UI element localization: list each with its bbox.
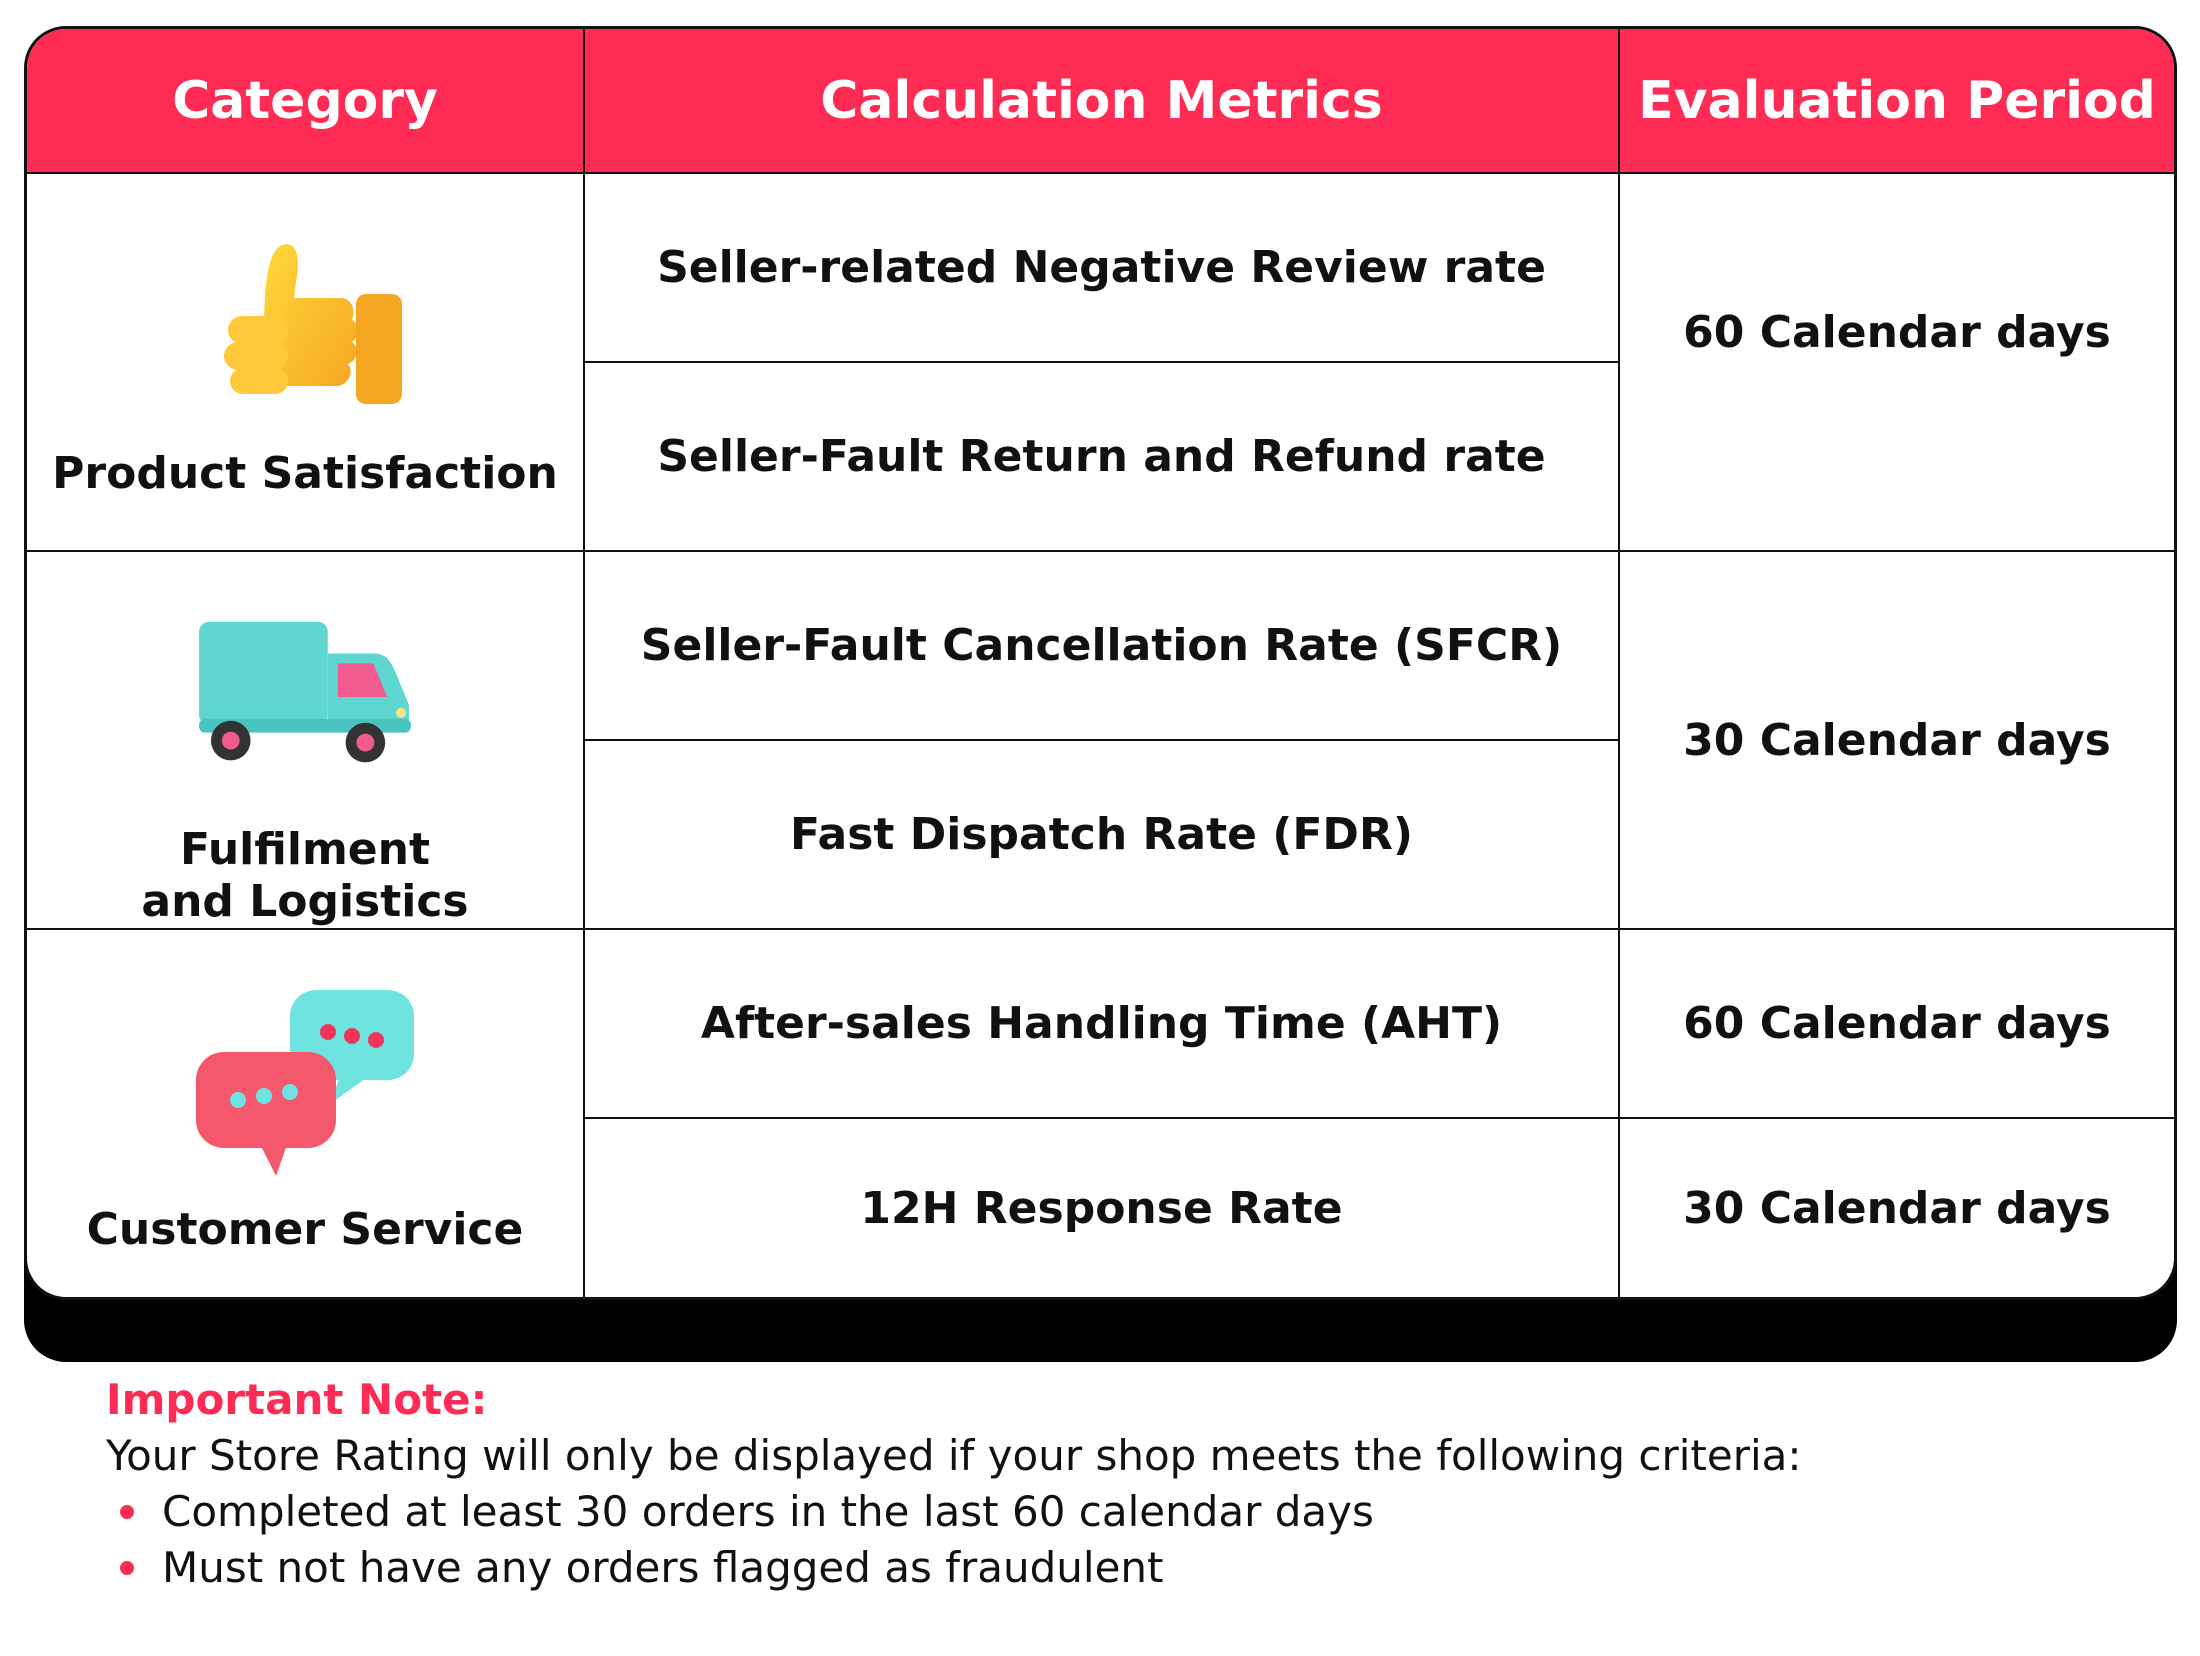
period-cell: 60 Calendar days [1620,930,2174,1119]
metrics-table: Category Calculation Metrics Evaluation … [24,26,2177,1362]
category-label: Product Satisfaction [52,448,558,499]
table-card: Category Calculation Metrics Evaluation … [24,26,2177,1300]
bullet-icon [120,1561,134,1575]
metric-cell: 12H Response Rate [585,1119,1620,1297]
period-cell: 30 Calendar days [1683,1182,2111,1234]
bullet-icon [120,1505,134,1519]
header-metrics: Calculation Metrics [585,29,1620,174]
criteria-text: Completed at least 30 orders in the last… [162,1487,1374,1536]
metric-cell: Seller-Fault Cancellation Rate (SFCR) [585,552,1620,741]
important-note: Important Note: Your Store Rating will o… [106,1372,2106,1596]
header-category: Category [27,29,585,174]
metric-cell: Seller-related Negative Review rate [585,174,1620,363]
criteria-text: Must not have any orders flagged as frau… [162,1543,1164,1592]
category-label: Customer Service [86,1204,524,1255]
criteria-list: Completed at least 30 orders in the last… [106,1484,2106,1596]
note-intro: Your Store Rating will only be displayed… [106,1431,1802,1480]
period-cell: 30 Calendar days [1620,552,2174,930]
period-cell: 60 Calendar days [1620,174,2174,552]
delivery-truck-icon [199,621,411,763]
chat-bubbles-icon [196,990,414,1176]
list-item: Completed at least 30 orders in the last… [106,1484,2106,1540]
note-title: Important Note: [106,1375,488,1424]
metric-cell: After-sales Handling Time (AHT) [585,930,1620,1119]
header-period: Evaluation Period [1620,29,2174,174]
thumbs-up-icon [224,244,402,404]
category-label: Fulfilment and Logistics [141,824,469,927]
metric-cell: Fast Dispatch Rate (FDR) [585,741,1620,930]
list-item: Must not have any orders flagged as frau… [106,1540,2106,1596]
category-product-satisfaction: Product Satisfaction [27,174,585,552]
category-fulfilment-logistics: Fulfilment and Logistics [27,552,585,930]
category-customer-service: Customer Service [27,930,585,1297]
metric-cell: Seller-Fault Return and Refund rate [585,363,1620,552]
